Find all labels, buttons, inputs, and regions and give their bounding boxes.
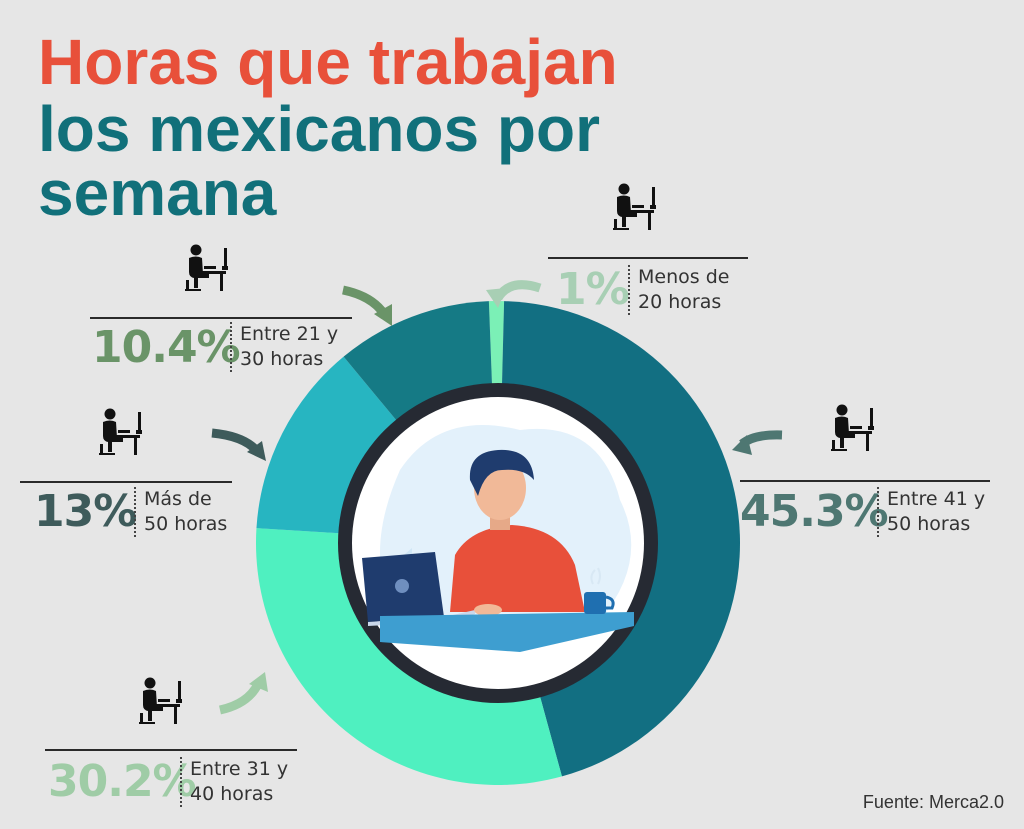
category-label-menos-20: Menos de 20 horas [628,265,729,315]
label-rule [548,257,748,259]
worker-desk-icon [831,404,874,451]
category-label-41-50: Entre 41 y 50 horas [877,487,985,537]
value-label-41-50: 45.3% [740,486,889,537]
arrow-to-31-40 [218,672,268,715]
value-label-21-30: 10.4% [92,322,241,373]
category-label-31-40: Entre 31 y 40 horas [180,757,288,807]
label-rule [45,749,297,751]
arrow-to-menos-20 [486,280,542,308]
title-line-3: semana [38,157,277,229]
value-label-31-40: 30.2% [48,756,197,807]
label-rule [740,480,990,482]
source-note: Fuente: Merca2.0 [862,792,1004,812]
title-line-1: Horas que trabajan [38,26,618,98]
value-label-mas-50: 13% [34,486,137,537]
category-label-mas-50: Más de 50 horas [134,487,227,537]
worker-desk-icon [99,408,142,455]
title-line-2: los mexicanos por [38,93,600,165]
label-rule [20,481,232,483]
arrow-to-21-30 [341,285,392,326]
label-rule [90,317,352,319]
worker-desk-icon [613,183,656,230]
arrow-to-mas-50 [211,428,266,461]
person-laptop-illustration [362,425,634,652]
worker-desk-icon [139,677,182,724]
arrow-to-41-50 [732,430,783,455]
worker-desk-icon [185,244,228,291]
category-label-21-30: Entre 21 y 30 horas [230,322,338,372]
value-label-menos-20: 1% [556,264,630,315]
